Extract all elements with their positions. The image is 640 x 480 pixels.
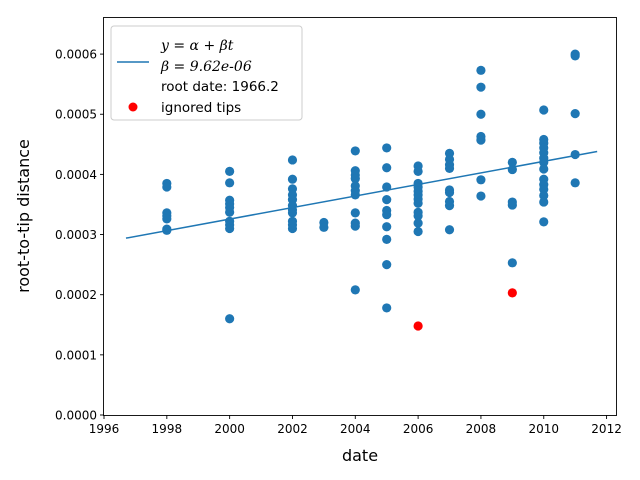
tip-point-60 xyxy=(413,211,423,221)
x-tick-label-2006: 2006 xyxy=(403,422,434,436)
tip-point-70 xyxy=(444,201,455,211)
tip-point-76 xyxy=(476,135,486,145)
tip-point-73 xyxy=(476,82,486,92)
data-marks xyxy=(162,49,580,331)
y-axis-label: root-to-tip distance xyxy=(14,139,33,293)
tip-point-95 xyxy=(539,190,549,201)
tip-point-99 xyxy=(570,51,580,61)
legend-entry-slope: β = 9.62e-06 xyxy=(160,59,252,75)
tip-point-47 xyxy=(382,222,392,232)
tip-point-61 xyxy=(413,218,423,228)
y-tick-label-4: 0.0004 xyxy=(55,168,97,182)
tip-point-101 xyxy=(570,149,580,160)
tip-point-90 xyxy=(539,157,549,167)
tip-point-52 xyxy=(413,166,423,176)
tip-point-66 xyxy=(444,163,455,173)
y-tick-label-0: 0.0000 xyxy=(55,409,97,423)
x-axis-ticks: 1996 1998 2000 2002 2004 2006 2008 2010 2012 xyxy=(89,415,622,436)
tip-point-37 xyxy=(350,208,360,218)
tip-point-24 xyxy=(287,208,298,218)
tip-point-41 xyxy=(382,143,392,153)
ignored-tip-point-0 xyxy=(413,321,423,331)
regression-line xyxy=(125,150,598,239)
x-tick-label-2000: 2000 xyxy=(214,422,245,436)
tip-point-58 xyxy=(413,198,423,208)
y-tick-label-3: 0.0003 xyxy=(55,228,97,242)
tip-point-78 xyxy=(476,191,486,201)
tip-point-68 xyxy=(444,187,455,198)
tip-point-42 xyxy=(382,163,392,173)
tip-point-74 xyxy=(476,109,486,119)
tip-point-82 xyxy=(507,200,517,210)
tip-point-97 xyxy=(539,217,549,227)
tip-point-91 xyxy=(539,164,549,174)
tip-point-18 xyxy=(287,174,298,184)
tip-point-79 xyxy=(507,157,517,167)
tip-point-77 xyxy=(476,175,486,185)
legend: y = α + βt β = 9.62e-06 root date: 1966.… xyxy=(110,25,303,121)
legend-entry-root-date: root date: 1966.2 xyxy=(161,79,279,95)
tip-point-83 xyxy=(507,258,517,268)
tip-point-44 xyxy=(382,195,392,205)
tip-point-16 xyxy=(225,314,235,324)
tip-point-72 xyxy=(476,65,486,75)
y-tick-label-1: 0.0001 xyxy=(55,348,97,362)
y-axis-ticks: 0.0000 0.0001 0.0002 0.0003 0.0004 0.0005 0.00… xyxy=(55,48,104,423)
tip-point-84 xyxy=(539,105,549,115)
tip-point-96 xyxy=(539,197,549,207)
tip-point-71 xyxy=(444,225,455,235)
tip-point-29 xyxy=(319,222,329,232)
axes-frame xyxy=(103,17,617,416)
tip-point-62 xyxy=(413,226,423,237)
tip-point-12 xyxy=(225,207,235,217)
tip-point-17 xyxy=(287,155,298,165)
legend-entry-equation: y = α + βt xyxy=(160,38,234,54)
x-tick-label-2002: 2002 xyxy=(277,422,308,436)
legend-dot-swatch xyxy=(128,102,138,112)
tip-point-49 xyxy=(382,260,392,270)
tip-point-102 xyxy=(570,178,580,188)
tip-point-7 xyxy=(225,166,235,176)
tip-point-100 xyxy=(570,109,580,119)
x-tick-label-2012: 2012 xyxy=(591,422,622,436)
tip-point-1 xyxy=(162,182,172,192)
tip-point-30 xyxy=(350,146,360,156)
x-tick-label-2008: 2008 xyxy=(466,422,497,436)
x-axis-label: date xyxy=(342,446,378,465)
tip-point-46 xyxy=(382,210,392,220)
tip-point-15 xyxy=(225,223,235,234)
tip-point-50 xyxy=(382,303,392,313)
y-tick-label-6: 0.0006 xyxy=(55,48,97,62)
legend-entry-ignored-tips: ignored tips xyxy=(161,100,241,116)
y-tick-label-5: 0.0005 xyxy=(55,108,97,122)
tip-point-33 xyxy=(350,174,360,184)
x-tick-label-2004: 2004 xyxy=(340,422,371,436)
tip-point-48 xyxy=(382,234,392,244)
y-tick-label-2: 0.0002 xyxy=(55,288,97,302)
ignored-tip-point-1 xyxy=(507,288,517,298)
tip-point-27 xyxy=(287,223,298,234)
x-tick-label-2010: 2010 xyxy=(528,422,559,436)
tip-point-4 xyxy=(162,214,172,224)
x-tick-label-1998: 1998 xyxy=(152,422,183,436)
x-tick-label-1996: 1996 xyxy=(89,422,120,436)
tip-point-8 xyxy=(225,178,235,188)
tip-point-40 xyxy=(350,285,360,295)
tip-point-39 xyxy=(350,221,360,231)
legend-frame xyxy=(110,25,303,121)
regression-line-group xyxy=(125,150,598,239)
